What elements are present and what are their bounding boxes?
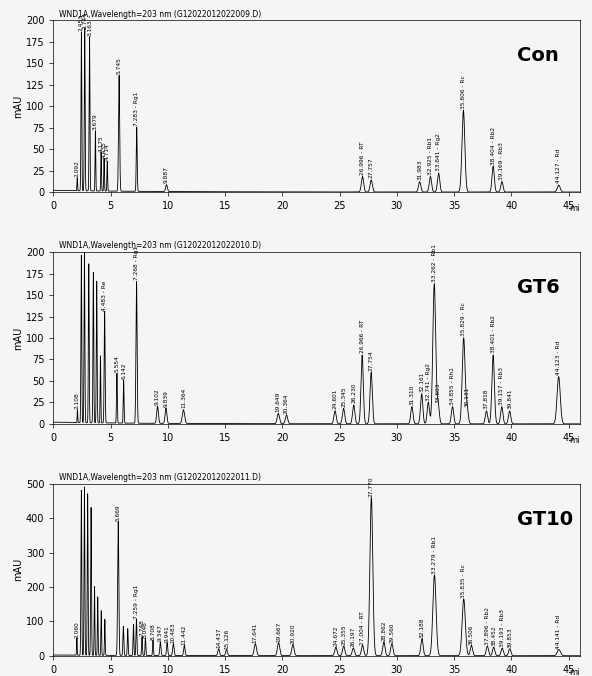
Text: 11.364: 11.364 — [181, 388, 186, 408]
Text: 26.966 - RT: 26.966 - RT — [360, 320, 365, 354]
Text: 26.996 - RT: 26.996 - RT — [360, 141, 365, 175]
Text: 36.131: 36.131 — [465, 387, 469, 407]
Text: 44.123 - Rd: 44.123 - Rd — [556, 341, 561, 375]
Text: 29.560: 29.560 — [390, 623, 394, 643]
Text: 4.714: 4.714 — [105, 143, 110, 160]
Text: 28.862: 28.862 — [381, 621, 387, 642]
Text: 39.157 - Rb3: 39.157 - Rb3 — [499, 367, 504, 405]
Text: 5.745: 5.745 — [117, 57, 121, 74]
Text: 33.603: 33.603 — [436, 383, 440, 404]
Text: 20.364: 20.364 — [284, 393, 289, 414]
Text: 2.108: 2.108 — [75, 393, 80, 409]
Text: 33.641 - Rg2: 33.641 - Rg2 — [436, 134, 441, 172]
Text: 25.355: 25.355 — [341, 625, 346, 646]
Text: 2.092: 2.092 — [75, 160, 80, 177]
Text: 9.102: 9.102 — [155, 388, 160, 405]
Text: 7.268 - Rg1: 7.268 - Rg1 — [134, 246, 139, 281]
Text: mi: mi — [570, 668, 580, 676]
Text: 32.161: 32.161 — [419, 372, 424, 392]
Text: 4.435: 4.435 — [102, 141, 107, 158]
Text: 26.197: 26.197 — [351, 627, 356, 648]
Text: 15.126: 15.126 — [224, 629, 229, 649]
Text: 19.667: 19.667 — [276, 622, 281, 642]
Text: 7.748: 7.748 — [140, 619, 144, 636]
Text: 32.925 - Rb1: 32.925 - Rb1 — [428, 137, 433, 175]
Text: 32.188: 32.188 — [420, 617, 424, 638]
Text: 5.554: 5.554 — [114, 356, 120, 372]
Text: 33.279 - Rb1: 33.279 - Rb1 — [432, 536, 437, 575]
Text: 25.345: 25.345 — [341, 386, 346, 407]
Text: WND1A,Wavelength=203 nm (G12022012022011.D): WND1A,Wavelength=203 nm (G12022012022011… — [59, 473, 260, 482]
Text: 19.649: 19.649 — [276, 391, 281, 412]
Text: WND1A,Wavelength=203 nm (G12022012022010.D): WND1A,Wavelength=203 nm (G12022012022010… — [59, 241, 260, 250]
Y-axis label: mAU: mAU — [13, 95, 23, 118]
Text: 9.887: 9.887 — [164, 166, 169, 183]
Text: 36.506: 36.506 — [469, 625, 474, 645]
Text: 39.169 - Rb3: 39.169 - Rb3 — [500, 142, 504, 180]
Text: 9.347: 9.347 — [158, 625, 163, 642]
Text: 32.741 - Rg2: 32.741 - Rg2 — [426, 363, 431, 401]
Text: 4.175: 4.175 — [99, 135, 104, 151]
Text: 38.452: 38.452 — [491, 626, 496, 646]
Text: 3.163: 3.163 — [87, 19, 92, 36]
Y-axis label: mAU: mAU — [13, 558, 23, 581]
Text: 37.818: 37.818 — [484, 389, 489, 409]
Text: mi: mi — [570, 436, 580, 445]
Text: 24.601: 24.601 — [333, 389, 337, 409]
Text: mi: mi — [570, 204, 580, 213]
Text: 35.835 - Rc: 35.835 - Rc — [461, 564, 466, 598]
Text: GT6: GT6 — [517, 278, 559, 297]
Text: 8.708: 8.708 — [150, 623, 156, 639]
Text: 8.046: 8.046 — [143, 621, 148, 638]
Text: 31.983: 31.983 — [417, 160, 422, 180]
Text: 5.669: 5.669 — [115, 504, 121, 521]
Text: Con: Con — [517, 46, 559, 65]
Text: 27.004 - RT: 27.004 - RT — [360, 611, 365, 645]
Text: 39.193 - Rb3: 39.193 - Rb3 — [500, 610, 505, 648]
Text: 9.941: 9.941 — [165, 625, 170, 642]
Text: WND1A,Wavelength=203 nm (G12022012022009.D): WND1A,Wavelength=203 nm (G12022012022009… — [59, 9, 261, 18]
Text: 24.672: 24.672 — [333, 626, 339, 646]
Text: 2.744: 2.744 — [82, 12, 87, 29]
Text: 44.127 - Rd: 44.127 - Rd — [556, 149, 561, 183]
Text: 7.283 - Rg1: 7.283 - Rg1 — [134, 92, 139, 126]
Text: 9.839: 9.839 — [163, 390, 169, 407]
Text: 31.310: 31.310 — [410, 385, 414, 405]
Text: GT10: GT10 — [517, 510, 573, 529]
Text: 27.770: 27.770 — [369, 477, 374, 497]
Text: 20.920: 20.920 — [291, 623, 295, 644]
Text: 34.855 - Rh1: 34.855 - Rh1 — [450, 367, 455, 405]
Text: 10.483: 10.483 — [171, 623, 176, 643]
Text: 44.141 - Rd: 44.141 - Rd — [556, 614, 561, 649]
Text: 27.754: 27.754 — [369, 350, 374, 370]
Text: 7.259 - Rg1: 7.259 - Rg1 — [134, 585, 139, 619]
Text: 39.841: 39.841 — [507, 389, 512, 409]
Text: 17.641: 17.641 — [253, 623, 258, 643]
Text: 3.679: 3.679 — [93, 114, 98, 130]
Text: 4.483 - Re: 4.483 - Re — [102, 280, 107, 310]
Y-axis label: mAU: mAU — [13, 327, 23, 349]
Text: 35.829 - Rc: 35.829 - Rc — [461, 302, 466, 336]
Text: 37.896 - Rb2: 37.896 - Rb2 — [485, 608, 490, 646]
Text: 35.806 - Rc: 35.806 - Rc — [461, 75, 466, 109]
Text: 2.453: 2.453 — [79, 15, 84, 32]
Text: 33.262 - Rb1: 33.262 - Rb1 — [432, 244, 437, 282]
Text: 38.401 - Rb2: 38.401 - Rb2 — [491, 316, 496, 354]
Text: 11.442: 11.442 — [182, 625, 187, 645]
Text: 2.060: 2.060 — [75, 621, 79, 638]
Text: 38.404 - Rb2: 38.404 - Rb2 — [491, 126, 496, 164]
Text: 26.230: 26.230 — [351, 383, 356, 404]
Text: 39.853: 39.853 — [507, 627, 512, 648]
Text: 14.437: 14.437 — [216, 627, 221, 648]
Text: 6.142: 6.142 — [121, 362, 126, 379]
Text: 27.757: 27.757 — [369, 158, 374, 178]
